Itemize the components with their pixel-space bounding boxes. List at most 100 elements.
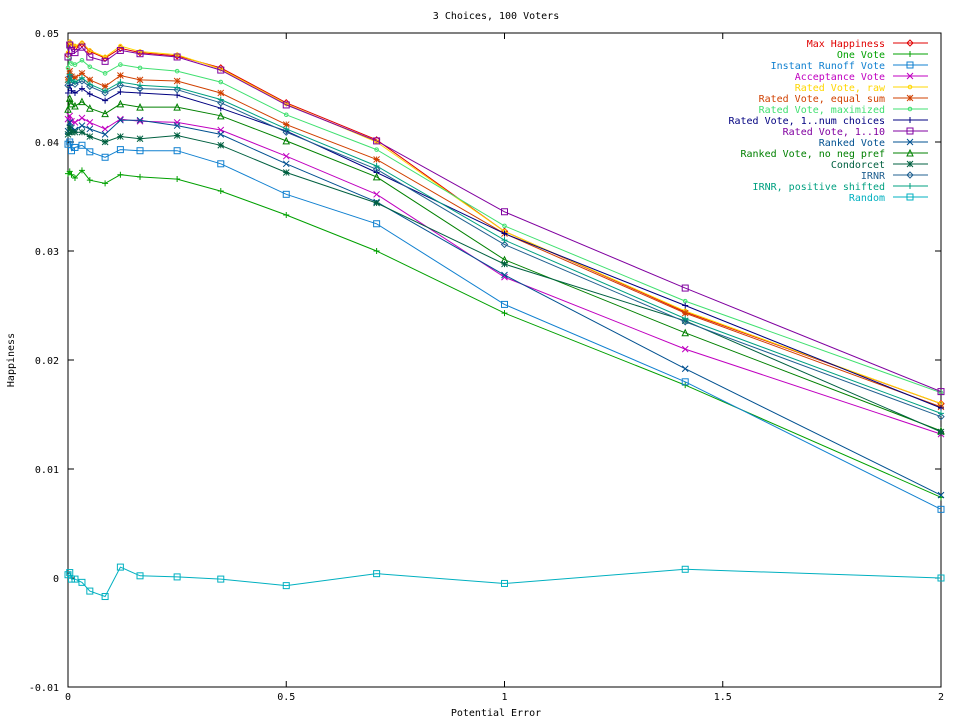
data-point (501, 260, 508, 268)
data-point (118, 62, 123, 67)
data-point (173, 132, 181, 139)
axes: -0.01 0 0.01 0.02 0.03 0.04 0.05 0 0.5 1 1.5 2 (29, 29, 944, 703)
data-point (282, 121, 290, 128)
legend-item: Acceptance Vote (795, 72, 928, 83)
y-tick-label: 0.02 (35, 356, 59, 367)
data-point (78, 141, 86, 149)
data-point (373, 248, 380, 254)
series-rated-vote-1-10 (64, 41, 945, 396)
data-point (906, 193, 914, 201)
data-point (216, 111, 225, 120)
data-point (116, 81, 125, 90)
legend-item: IRNR (861, 171, 928, 182)
y-tick-label: -0.01 (29, 683, 59, 694)
data-point (66, 112, 74, 120)
data-point (101, 125, 109, 133)
legend-label: Ranked Vote, no neg pref (741, 149, 886, 160)
data-point (937, 412, 945, 421)
legend-item: Random (849, 193, 928, 204)
data-point (501, 579, 508, 587)
data-point (117, 133, 124, 140)
data-point (67, 99, 76, 108)
data-point (937, 388, 945, 396)
data-point (66, 124, 74, 132)
y-tick-label: 0.05 (35, 29, 59, 40)
data-point (907, 117, 913, 123)
legend-label: One Vote (837, 50, 885, 61)
data-point (71, 79, 78, 86)
data-point (86, 148, 94, 156)
data-point (173, 573, 181, 581)
data-point (173, 119, 181, 126)
data-point (86, 177, 93, 184)
legend-label: Rated Vote, 1..10 (783, 127, 885, 138)
data-point (78, 69, 86, 77)
data-point (64, 115, 72, 123)
data-point (78, 74, 85, 81)
data-point (283, 112, 289, 118)
legend-item: Rated Vote, maximized (759, 105, 928, 116)
data-point (101, 83, 109, 90)
data-point (501, 208, 508, 216)
data-point (938, 410, 944, 417)
data-point (372, 136, 381, 144)
data-point (136, 572, 144, 580)
data-point (101, 89, 109, 97)
data-point (681, 284, 689, 292)
data-point (501, 300, 508, 308)
legend-item: Rated Vote, equal sum (759, 94, 928, 105)
data-point (373, 137, 381, 145)
legend-item: Condorcet (831, 160, 928, 171)
x-tick-label: 0.5 (277, 692, 295, 703)
data-point (86, 587, 94, 595)
data-point (217, 160, 225, 168)
x-tick-label: 1.5 (714, 692, 732, 703)
data-point (86, 91, 93, 98)
data-point (79, 57, 85, 63)
data-point (86, 81, 93, 88)
data-point (373, 156, 380, 163)
data-point (217, 96, 224, 103)
data-point (117, 171, 124, 178)
data-point (136, 50, 144, 58)
series-line (67, 566, 942, 598)
legend-label: Condorcet (831, 160, 885, 171)
data-point (501, 230, 508, 237)
data-point (71, 101, 79, 110)
data-point (64, 131, 72, 138)
series-group (64, 39, 945, 601)
data-point (282, 582, 290, 590)
data-point (78, 122, 86, 130)
data-point (937, 574, 945, 582)
data-point (282, 160, 290, 168)
series-line (67, 169, 942, 498)
data-point (136, 116, 144, 124)
data-point (137, 65, 143, 71)
y-axis-label: Happiness (6, 333, 17, 387)
series-instant-runoff-vote (64, 138, 945, 513)
data-point (117, 72, 124, 79)
chart-title: 3 Choices, 100 Voters (433, 11, 559, 22)
data-point (174, 84, 181, 91)
data-point (102, 71, 108, 76)
data-point (907, 51, 913, 57)
data-point (373, 220, 381, 228)
data-point (906, 39, 914, 47)
data-point (937, 505, 945, 513)
data-point (64, 53, 72, 61)
data-point (373, 162, 380, 169)
data-point (906, 171, 914, 179)
series-rated-vote-maximized (65, 55, 944, 396)
data-point (86, 125, 94, 133)
data-point (681, 365, 689, 373)
y-tick-label: 0.04 (35, 138, 59, 149)
data-point (173, 77, 181, 85)
series-line (67, 69, 942, 408)
data-point (71, 80, 79, 88)
data-point (217, 188, 224, 195)
data-point (501, 273, 508, 281)
data-point (906, 148, 914, 157)
data-point (173, 122, 181, 130)
legend-item: Rated Vote, raw (795, 83, 928, 94)
